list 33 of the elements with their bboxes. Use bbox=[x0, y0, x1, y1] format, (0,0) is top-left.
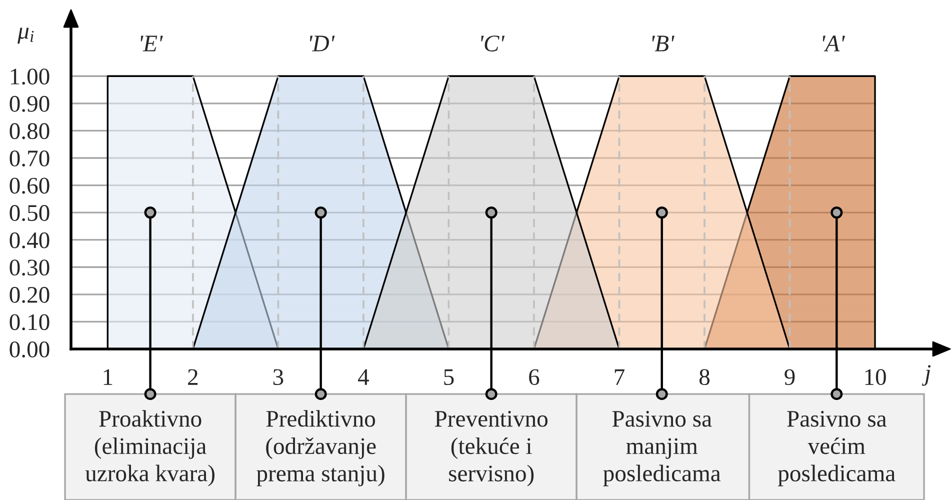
annotation: Proaktivno (eliminacija uzroka kvara) bbox=[85, 410, 214, 486]
series-label: 'B' bbox=[652, 36, 674, 52]
x-tick-label: 1 bbox=[104, 369, 112, 385]
y-tick-label: 0.40 bbox=[10, 232, 50, 248]
series-label: 'A' bbox=[822, 36, 845, 52]
annotation: Prediktivno (održavanje prema stanju) bbox=[256, 410, 384, 486]
x-tick-label: 9 bbox=[784, 369, 795, 386]
y-tick-label: 0.80 bbox=[10, 123, 50, 140]
y-tick-label: 0.90 bbox=[10, 96, 50, 112]
annotation: Pasivno sa većim posledicama bbox=[778, 410, 896, 486]
y-tick-label: 0.70 bbox=[10, 150, 50, 167]
x-tick-label: 8 bbox=[699, 369, 710, 386]
y-tick-label: 0.30 bbox=[10, 260, 50, 276]
x-tick-label: 3 bbox=[273, 369, 284, 386]
annotation: Preventivno (tekuće i servisno) bbox=[434, 410, 548, 486]
y-tick-label: 0.10 bbox=[10, 314, 50, 330]
x-tick-label: 6 bbox=[529, 369, 540, 386]
series-label: 'C' bbox=[481, 36, 505, 52]
y-tick-label: 0.00 bbox=[10, 341, 50, 358]
x-tick-label: 4 bbox=[358, 369, 369, 385]
x-tick-label: 7 bbox=[614, 369, 624, 385]
x-tick-label: 2 bbox=[188, 369, 198, 385]
series-label: 'E' bbox=[140, 36, 163, 52]
y-tick-label: 0.50 bbox=[10, 205, 50, 222]
series-label: 'D' bbox=[310, 36, 335, 52]
y-tick-label: 1.00 bbox=[10, 68, 50, 85]
x-axis-title: j bbox=[922, 365, 931, 386]
y-tick-label: 0.60 bbox=[10, 178, 50, 194]
annotation: Pasivno sa manjim posledicama bbox=[603, 410, 721, 486]
y-axis-title: μ$_{i}$ bbox=[18, 28, 34, 44]
x-tick-label: 5 bbox=[444, 369, 454, 386]
x-tick-label: 10 bbox=[865, 369, 886, 386]
y-tick-label: 0.20 bbox=[10, 286, 50, 303]
